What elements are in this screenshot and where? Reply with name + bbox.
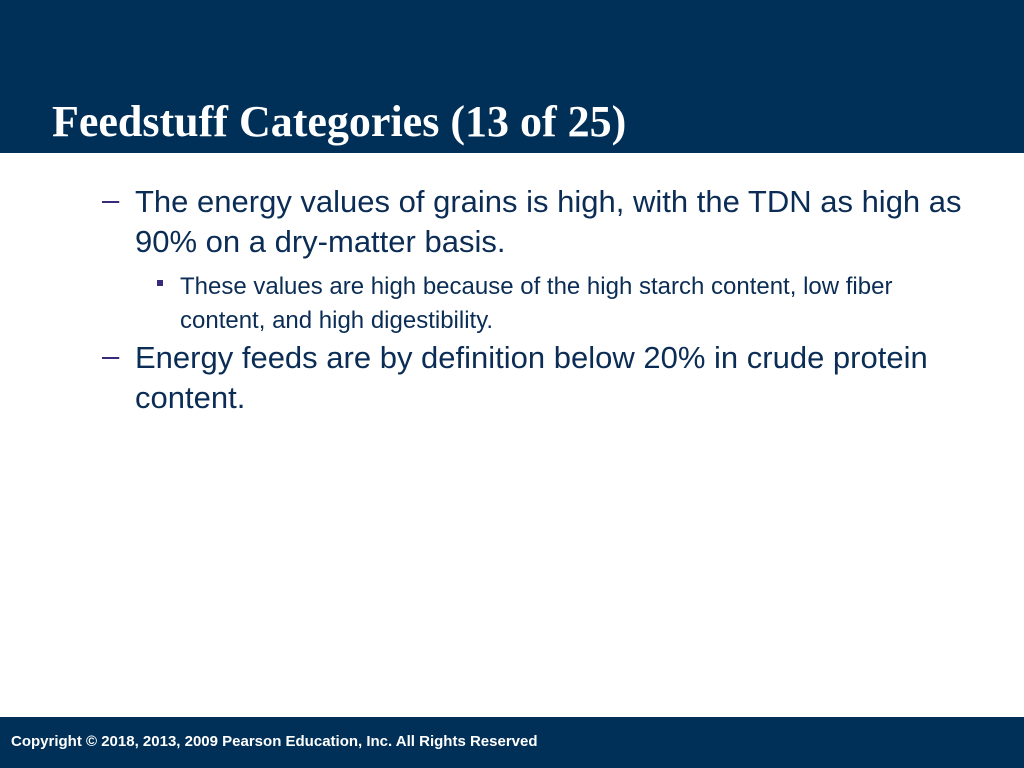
copyright: Copyright © 2018, 2013, 2009 Pearson Edu…	[11, 733, 538, 750]
header-bar: Feedstuff Categories (13 of 25)	[0, 0, 1024, 153]
footer-bar: Copyright © 2018, 2013, 2009 Pearson Edu…	[0, 717, 1024, 768]
slide-title: Feedstuff Categories (13 of 25)	[52, 97, 627, 146]
sub-bullet: These values are high because of the hig…	[157, 270, 980, 338]
slide-body: The energy values of grains is high, wit…	[100, 180, 980, 426]
bullet: Energy feeds are by definition below 20%…	[100, 336, 980, 418]
bullet: The energy values of grains is high, wit…	[100, 180, 980, 262]
